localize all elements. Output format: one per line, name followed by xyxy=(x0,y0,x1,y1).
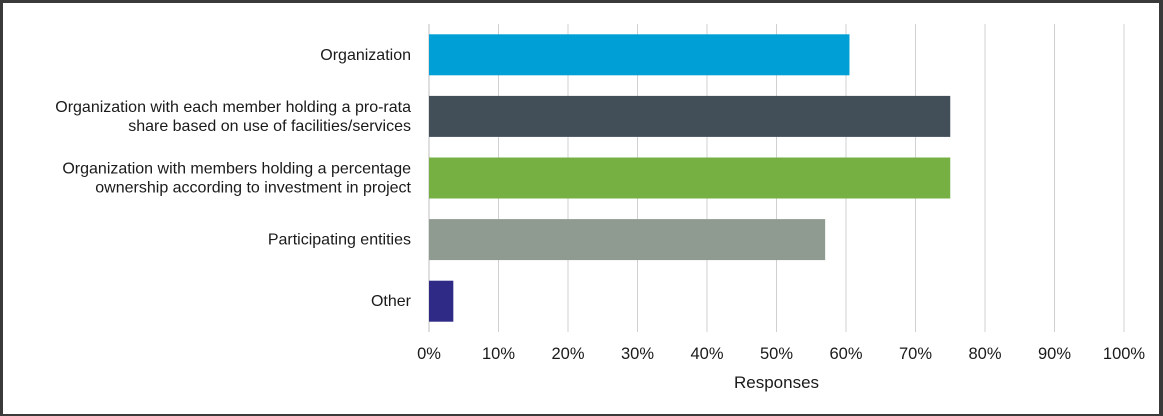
x-axis-title: Responses xyxy=(734,373,819,392)
category-label: Other xyxy=(371,293,412,310)
bars xyxy=(429,34,951,322)
x-tick-label: 100% xyxy=(1103,345,1146,363)
bar xyxy=(429,34,850,76)
x-tick-label: 10% xyxy=(482,345,515,363)
x-tick-label: 60% xyxy=(829,345,862,363)
category-label: Organization with each member holding a … xyxy=(55,99,411,116)
bar xyxy=(429,219,826,261)
x-tick-label: 50% xyxy=(760,345,793,363)
category-label: ownership according to investment in pro… xyxy=(95,180,411,197)
category-labels: Organization Organization with each membe… xyxy=(55,47,411,310)
gridlines xyxy=(428,24,1125,332)
category-label: share based on use of facilities/service… xyxy=(128,118,411,135)
x-tick-labels: 0% 10% 20% 30% 40% 50% 60% 70% 80% 90% 100% xyxy=(417,345,1145,363)
x-tick-label: 80% xyxy=(968,345,1001,363)
bar xyxy=(429,280,454,322)
x-tick-label: 40% xyxy=(690,345,723,363)
bar xyxy=(429,157,951,199)
category-label: Participating entities xyxy=(268,232,411,249)
x-tick-label: 0% xyxy=(417,345,441,363)
bar xyxy=(429,95,951,137)
x-tick-label: 90% xyxy=(1038,345,1071,363)
x-tick-label: 20% xyxy=(551,345,584,363)
category-label: Organization xyxy=(320,47,411,64)
x-tick-label: 70% xyxy=(899,345,932,363)
x-tick-label: 30% xyxy=(621,345,654,363)
category-label: Organization with members holding a perc… xyxy=(62,161,411,178)
